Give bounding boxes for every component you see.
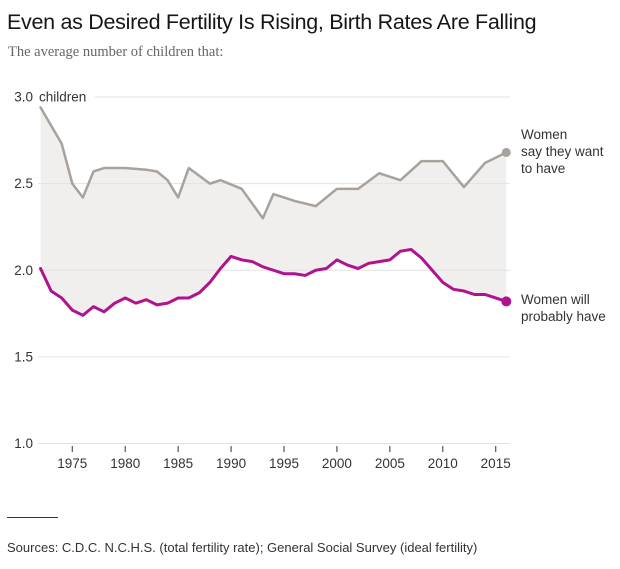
x-tick-label-1975: 1975 [57, 456, 87, 471]
x-tick-label-2000: 2000 [322, 456, 352, 471]
x-tick-label-2005: 2005 [375, 456, 405, 471]
y-tick-label-2.5: 2.5 [14, 176, 33, 191]
x-tick-label-2010: 2010 [428, 456, 458, 471]
footer-divider [7, 517, 58, 518]
chart-subtitle: The average number of children that: [8, 44, 224, 60]
x-tick-label-1990: 1990 [216, 456, 246, 471]
y-tick-label-1.5: 1.5 [14, 349, 33, 364]
band-between-lines [40, 107, 507, 316]
x-tick-label-1985: 1985 [163, 456, 193, 471]
annotation-women-want: Women say they want to have [521, 127, 604, 176]
page-title: Even as Desired Fertility Is Rising, Bir… [7, 10, 537, 34]
x-tick-label-1980: 1980 [110, 456, 140, 471]
unit-label-children: children [39, 90, 86, 105]
sources-text: Sources: C.D.C. N.C.H.S. (total fertilit… [7, 540, 478, 555]
annotation-women-probably: Women will probably have [521, 292, 606, 324]
fertility-line-chart: 3.0 2.5 2.0 1.5 1.0 children 1975 1980 1985 1990 1… [14, 90, 512, 471]
end-dot-total-fertility-rate [501, 296, 512, 307]
series-line-ideal-fertility [39, 106, 508, 220]
y-tick-label-1.0: 1.0 [14, 436, 33, 451]
y-tick-label-3.0: 3.0 [14, 90, 33, 105]
series-line-total-fertility-rate [39, 247, 508, 317]
x-tick-label-2015: 2015 [481, 456, 511, 471]
x-tick-label-1995: 1995 [269, 456, 299, 471]
end-dot-ideal-fertility [501, 147, 511, 157]
y-tick-label-2.0: 2.0 [14, 263, 33, 278]
